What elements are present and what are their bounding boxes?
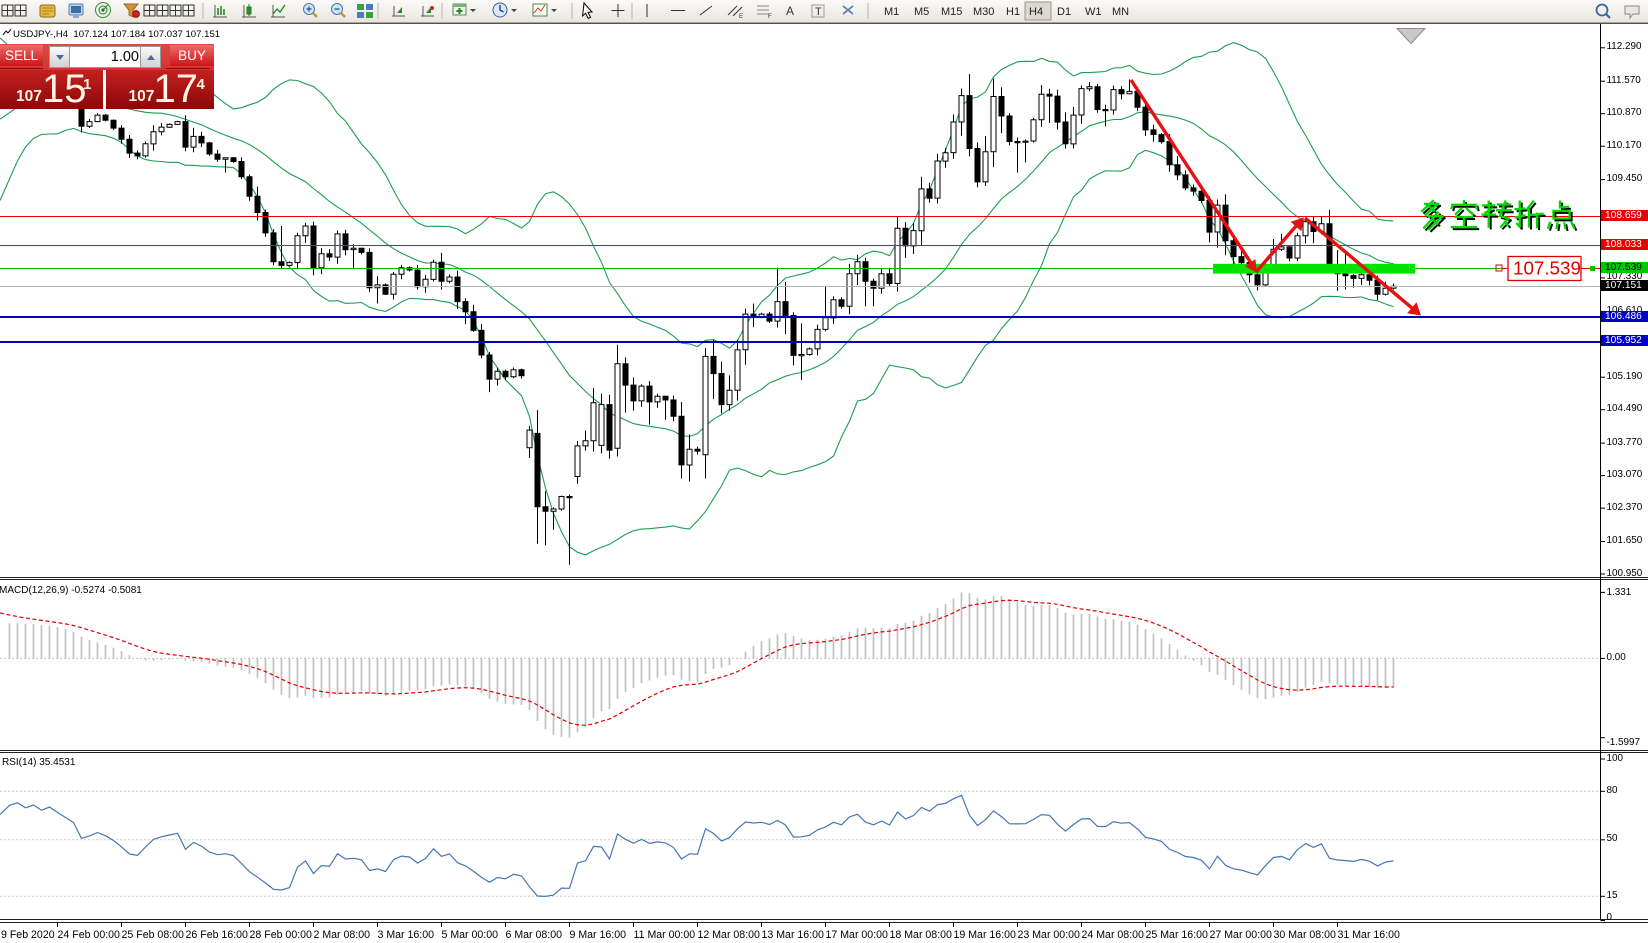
svg-text:M15: M15 <box>941 6 962 18</box>
svg-text:MN: MN <box>1112 6 1129 18</box>
svg-text:F: F <box>768 14 772 20</box>
svg-text:E: E <box>739 14 743 20</box>
svg-text:107.539: 107.539 <box>1513 258 1581 279</box>
svg-text:H1: H1 <box>1006 6 1020 18</box>
svg-text:H4: H4 <box>1029 6 1043 18</box>
svg-text:A: A <box>786 4 794 18</box>
svg-text:M5: M5 <box>914 6 929 18</box>
svg-text:M30: M30 <box>973 6 994 18</box>
svg-text:W1: W1 <box>1085 6 1102 18</box>
svg-text:T: T <box>815 6 822 18</box>
svg-text:M1: M1 <box>884 6 899 18</box>
svg-text:D1: D1 <box>1057 6 1071 18</box>
